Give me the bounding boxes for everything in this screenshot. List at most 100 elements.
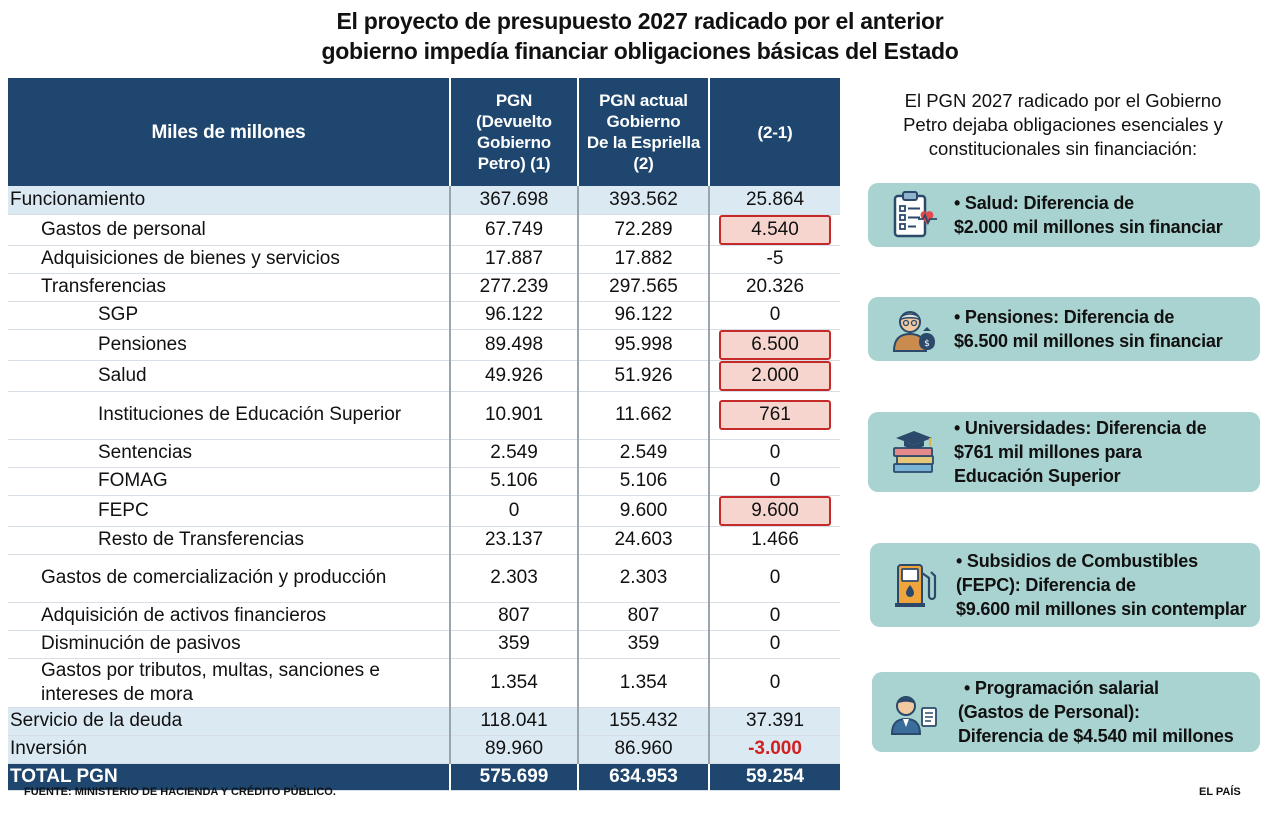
row-label: SGP — [8, 301, 450, 330]
value-diff: 0 — [708, 602, 840, 631]
highlighted-diff: 9.600 — [719, 495, 831, 526]
row-label: Resto de Transferencias — [8, 526, 450, 555]
value-col1: 17.887 — [449, 245, 578, 274]
value-col1: 277.239 — [449, 273, 578, 302]
card-universidades: • Universidades: Diferencia de $761 mil … — [868, 412, 1260, 492]
table-row: Salud 49.926 51.926 2.000 — [8, 360, 840, 392]
title-line-2: gobierno impedía financiar obligaciones … — [321, 38, 959, 64]
value-col1: 2.549 — [449, 439, 578, 468]
value-col2: 359 — [577, 630, 709, 659]
value-col1: 96.122 — [449, 301, 578, 330]
value-diff: 0 — [708, 439, 840, 468]
card-combustibles: • Subsidios de Combustibles (FEPC): Dife… — [870, 543, 1260, 627]
card-text: • Salud: Diferencia de $2.000 mil millon… — [954, 193, 1223, 237]
highlighted-diff: 761 — [719, 400, 831, 430]
table-row: Resto de Transferencias 23.137 24.603 1.… — [8, 526, 840, 555]
value-col2: 297.565 — [577, 273, 709, 302]
card-programacion-salarial: • Programación salarial (Gastos de Perso… — [872, 672, 1260, 752]
row-label: Gastos por tributos, multas, sanciones e… — [8, 658, 450, 708]
card-salud: • Salud: Diferencia de $2.000 mil millon… — [868, 183, 1260, 247]
value-col2: 51.926 — [577, 360, 709, 392]
sidebar-intro: El PGN 2027 radicado por el Gobierno Pet… — [903, 90, 1223, 159]
header-col3: (2-1) — [708, 78, 840, 186]
value-diff: 37.391 — [708, 707, 840, 736]
value-diff-cell: 4.540 — [708, 214, 840, 246]
value-col1: 89.960 — [449, 735, 578, 764]
card-text: • Universidades: Diferencia de $761 mil … — [954, 418, 1207, 486]
title-line-1: El proyecto de presupuesto 2027 radicado… — [336, 8, 944, 34]
value-diff-cell: 2.000 — [708, 360, 840, 392]
table-header-row: Miles de millones PGN (Devuelto Gobierno… — [8, 78, 840, 186]
value-col2: 24.603 — [577, 526, 709, 555]
table-row: Transferencias 277.239 297.565 20.326 — [8, 273, 840, 302]
highlighted-diff: 2.000 — [719, 360, 831, 391]
value-col2: 17.882 — [577, 245, 709, 274]
row-label: FOMAG — [8, 467, 450, 496]
value-diff: 0 — [708, 630, 840, 659]
value-diff: 0 — [708, 554, 840, 603]
value-col1: 807 — [449, 602, 578, 631]
value-col1: 10.901 — [449, 391, 578, 440]
value-col2: 9.600 — [577, 495, 709, 527]
budget-table: Miles de millones PGN (Devuelto Gobierno… — [8, 78, 840, 791]
value-col2: 86.960 — [577, 735, 709, 764]
row-label: Funcionamiento — [8, 186, 450, 215]
source-note: FUENTE: MINISTERIO DE HACIENDA Y CRÉDITO… — [24, 786, 336, 798]
value-col1: 5.106 — [449, 467, 578, 496]
row-label: Servicio de la deuda — [8, 707, 450, 736]
table-row: Gastos de personal 67.749 72.289 4.540 — [8, 214, 840, 246]
value-col1: 23.137 — [449, 526, 578, 555]
publisher-brand: EL PAÍS — [1199, 786, 1241, 798]
row-label: Gastos de personal — [8, 214, 450, 246]
value-col1: 67.749 — [449, 214, 578, 246]
value-col1: 1.354 — [449, 658, 578, 708]
table-row: FEPC 0 9.600 9.600 — [8, 495, 840, 527]
value-diff: 1.466 — [708, 526, 840, 555]
fuel-pump-icon — [895, 564, 937, 607]
row-label: FEPC — [8, 495, 450, 527]
table-row: Sentencias 2.549 2.549 0 — [8, 439, 840, 468]
page-title: El proyecto de presupuesto 2027 radicado… — [0, 6, 1280, 66]
value-diff-cell: 761 — [708, 391, 840, 440]
total-label: TOTAL PGN — [8, 763, 450, 791]
table-row: SGP 96.122 96.122 0 — [8, 301, 840, 330]
value-diff-cell: 6.500 — [708, 329, 840, 361]
card-text: • Pensiones: Diferencia de $6.500 mil mi… — [954, 307, 1223, 351]
value-col1: 89.498 — [449, 329, 578, 361]
value-col2: 2.303 — [577, 554, 709, 603]
total-col2: 634.953 — [577, 763, 709, 791]
value-diff: 20.326 — [708, 273, 840, 302]
row-label: Adquisición de activos financieros — [8, 602, 450, 631]
table-row: Gastos de comercialización y producción … — [8, 554, 840, 603]
table-row: FOMAG 5.106 5.106 0 — [8, 467, 840, 496]
value-diff-negative: -3.000 — [708, 735, 840, 764]
value-col2: 5.106 — [577, 467, 709, 496]
table-row: Gastos por tributos, multas, sanciones e… — [8, 658, 840, 708]
value-col1: 2.303 — [449, 554, 578, 603]
row-label: Salud — [8, 360, 450, 392]
value-col2: 393.562 — [577, 186, 709, 215]
value-col2: 1.354 — [577, 658, 709, 708]
card-text: • Programación salarial (Gastos de Perso… — [958, 678, 1234, 746]
value-col2: 95.998 — [577, 329, 709, 361]
row-label: Disminución de pasivos — [8, 630, 450, 659]
clipboard-health-icon — [893, 191, 937, 238]
table-row: Adquisiciones de bienes y servicios 17.8… — [8, 245, 840, 274]
value-col2: 72.289 — [577, 214, 709, 246]
table-row: Disminución de pasivos 359 359 0 — [8, 630, 840, 659]
card-text: • Subsidios de Combustibles (FEPC): Dife… — [956, 551, 1247, 619]
highlighted-diff: 4.540 — [719, 214, 831, 245]
graduation-books-icon — [893, 431, 934, 473]
value-diff-cell: 9.600 — [708, 495, 840, 527]
total-diff: 59.254 — [708, 763, 840, 791]
value-diff: 25.864 — [708, 186, 840, 215]
value-diff: 0 — [708, 467, 840, 496]
row-label: Adquisiciones de bienes y servicios — [8, 245, 450, 274]
value-diff: 0 — [708, 301, 840, 330]
table-row: Pensiones 89.498 95.998 6.500 — [8, 329, 840, 361]
value-col1: 49.926 — [449, 360, 578, 392]
row-label: Inversión — [8, 735, 450, 764]
row-label: Gastos de comercialización y producción — [8, 554, 450, 603]
row-label: Transferencias — [8, 273, 450, 302]
header-col2: PGN actual Gobierno De la Espriella (2) — [577, 78, 709, 186]
